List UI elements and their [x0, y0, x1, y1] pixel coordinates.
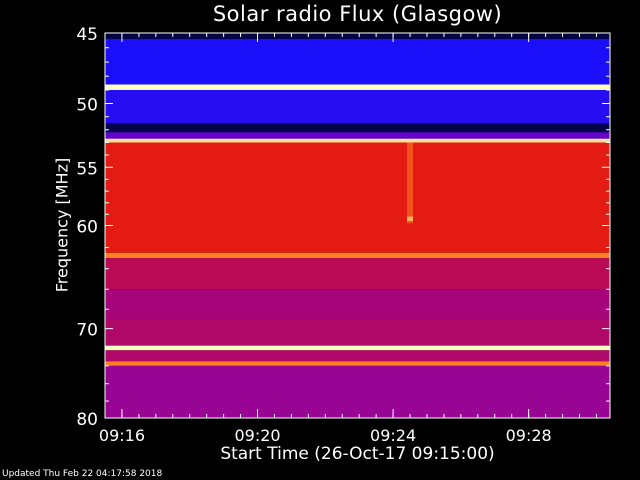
spectrogram-band — [105, 350, 610, 362]
spectrogram-band — [105, 289, 610, 320]
spectrogram-band — [105, 345, 610, 351]
chart-title: Solar radio Flux (Glasgow) — [212, 2, 503, 26]
spectrogram-band — [105, 361, 610, 366]
y-tick-label: 70 — [76, 321, 98, 341]
y-tick-label: 45 — [76, 25, 98, 45]
spectrogram-band — [105, 123, 610, 133]
spectrogram-band — [105, 38, 610, 85]
x-axis-label: Start Time (26-Oct-17 09:15:00) — [220, 444, 495, 464]
x-tick-label: 09:20 — [234, 426, 280, 445]
y-tick-label: 55 — [76, 159, 98, 179]
burst-event — [407, 142, 414, 224]
x-tick-label: 09:24 — [370, 426, 416, 445]
y-tick-label: 50 — [76, 96, 98, 116]
y-axis-label: Frequency [MHz] — [52, 157, 72, 293]
spectrogram-band — [105, 252, 610, 259]
y-tick-label: 80 — [76, 410, 98, 430]
spectrogram-band — [105, 89, 610, 124]
update-timestamp: Updated Thu Feb 22 04:17:58 2018 — [2, 469, 163, 479]
x-tick-label: 09:16 — [99, 426, 145, 445]
spectrogram-band — [105, 132, 610, 139]
spectrogram-band — [105, 142, 610, 253]
spectrogram-band — [105, 319, 610, 346]
spectrogram-band — [105, 365, 610, 418]
spectrogram-band — [105, 84, 610, 90]
x-tick-label: 09:28 — [506, 426, 552, 445]
y-tick-label: 60 — [76, 218, 98, 238]
spectrogram-band — [105, 138, 610, 143]
burst-event — [407, 216, 414, 222]
spectrogram-band — [105, 258, 610, 290]
spectrogram-band — [105, 33, 610, 39]
